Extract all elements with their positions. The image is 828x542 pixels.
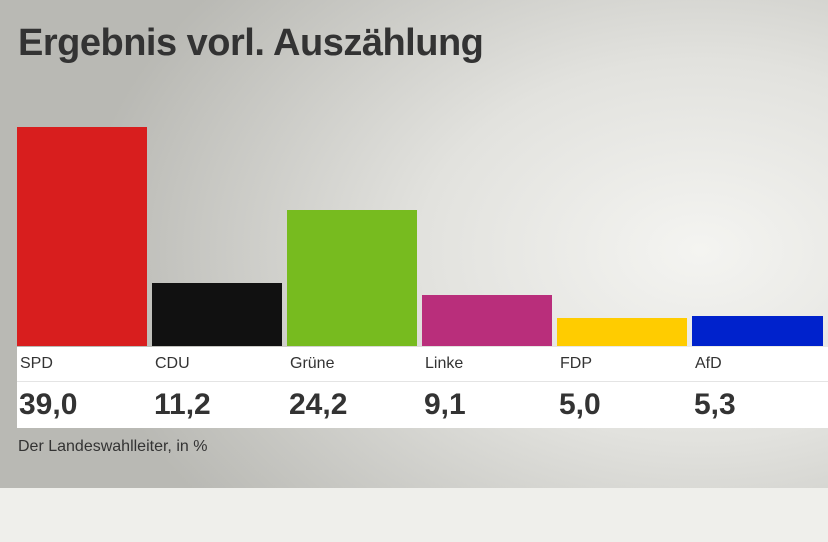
party-label: AfD (695, 355, 722, 372)
bar-chart: SPD CDU Grüne Linke FDP AfD 39,0 11,2 24,2 9,1 5,… (17, 127, 828, 428)
party-label: Grüne (290, 355, 335, 372)
value-label: 5,3 (694, 388, 736, 421)
bar-grüne (287, 210, 417, 346)
value-label: 11,2 (154, 388, 211, 421)
value-label: 9,1 (424, 388, 466, 421)
value-label: 5,0 (559, 388, 601, 421)
bar-afd (692, 316, 823, 346)
value-label: 39,0 (19, 388, 78, 421)
party-label-row: SPD CDU Grüne Linke FDP AfD (17, 347, 828, 382)
bar-fdp (557, 317, 687, 346)
value-label-row: 39,0 11,2 24,2 9,1 5,0 5,3 (17, 382, 828, 428)
bar-cdu (152, 283, 282, 346)
bar-linke (422, 294, 552, 346)
bar-spd (17, 127, 147, 346)
party-label: CDU (155, 355, 190, 372)
party-label: SPD (20, 355, 53, 372)
party-label: FDP (560, 355, 592, 372)
source-note: Der Landeswahlleiter, in % (18, 438, 208, 455)
chart-title: Ergebnis vorl. Auszählung (18, 22, 484, 64)
party-label: Linke (425, 355, 464, 372)
value-label: 24,2 (289, 388, 348, 421)
